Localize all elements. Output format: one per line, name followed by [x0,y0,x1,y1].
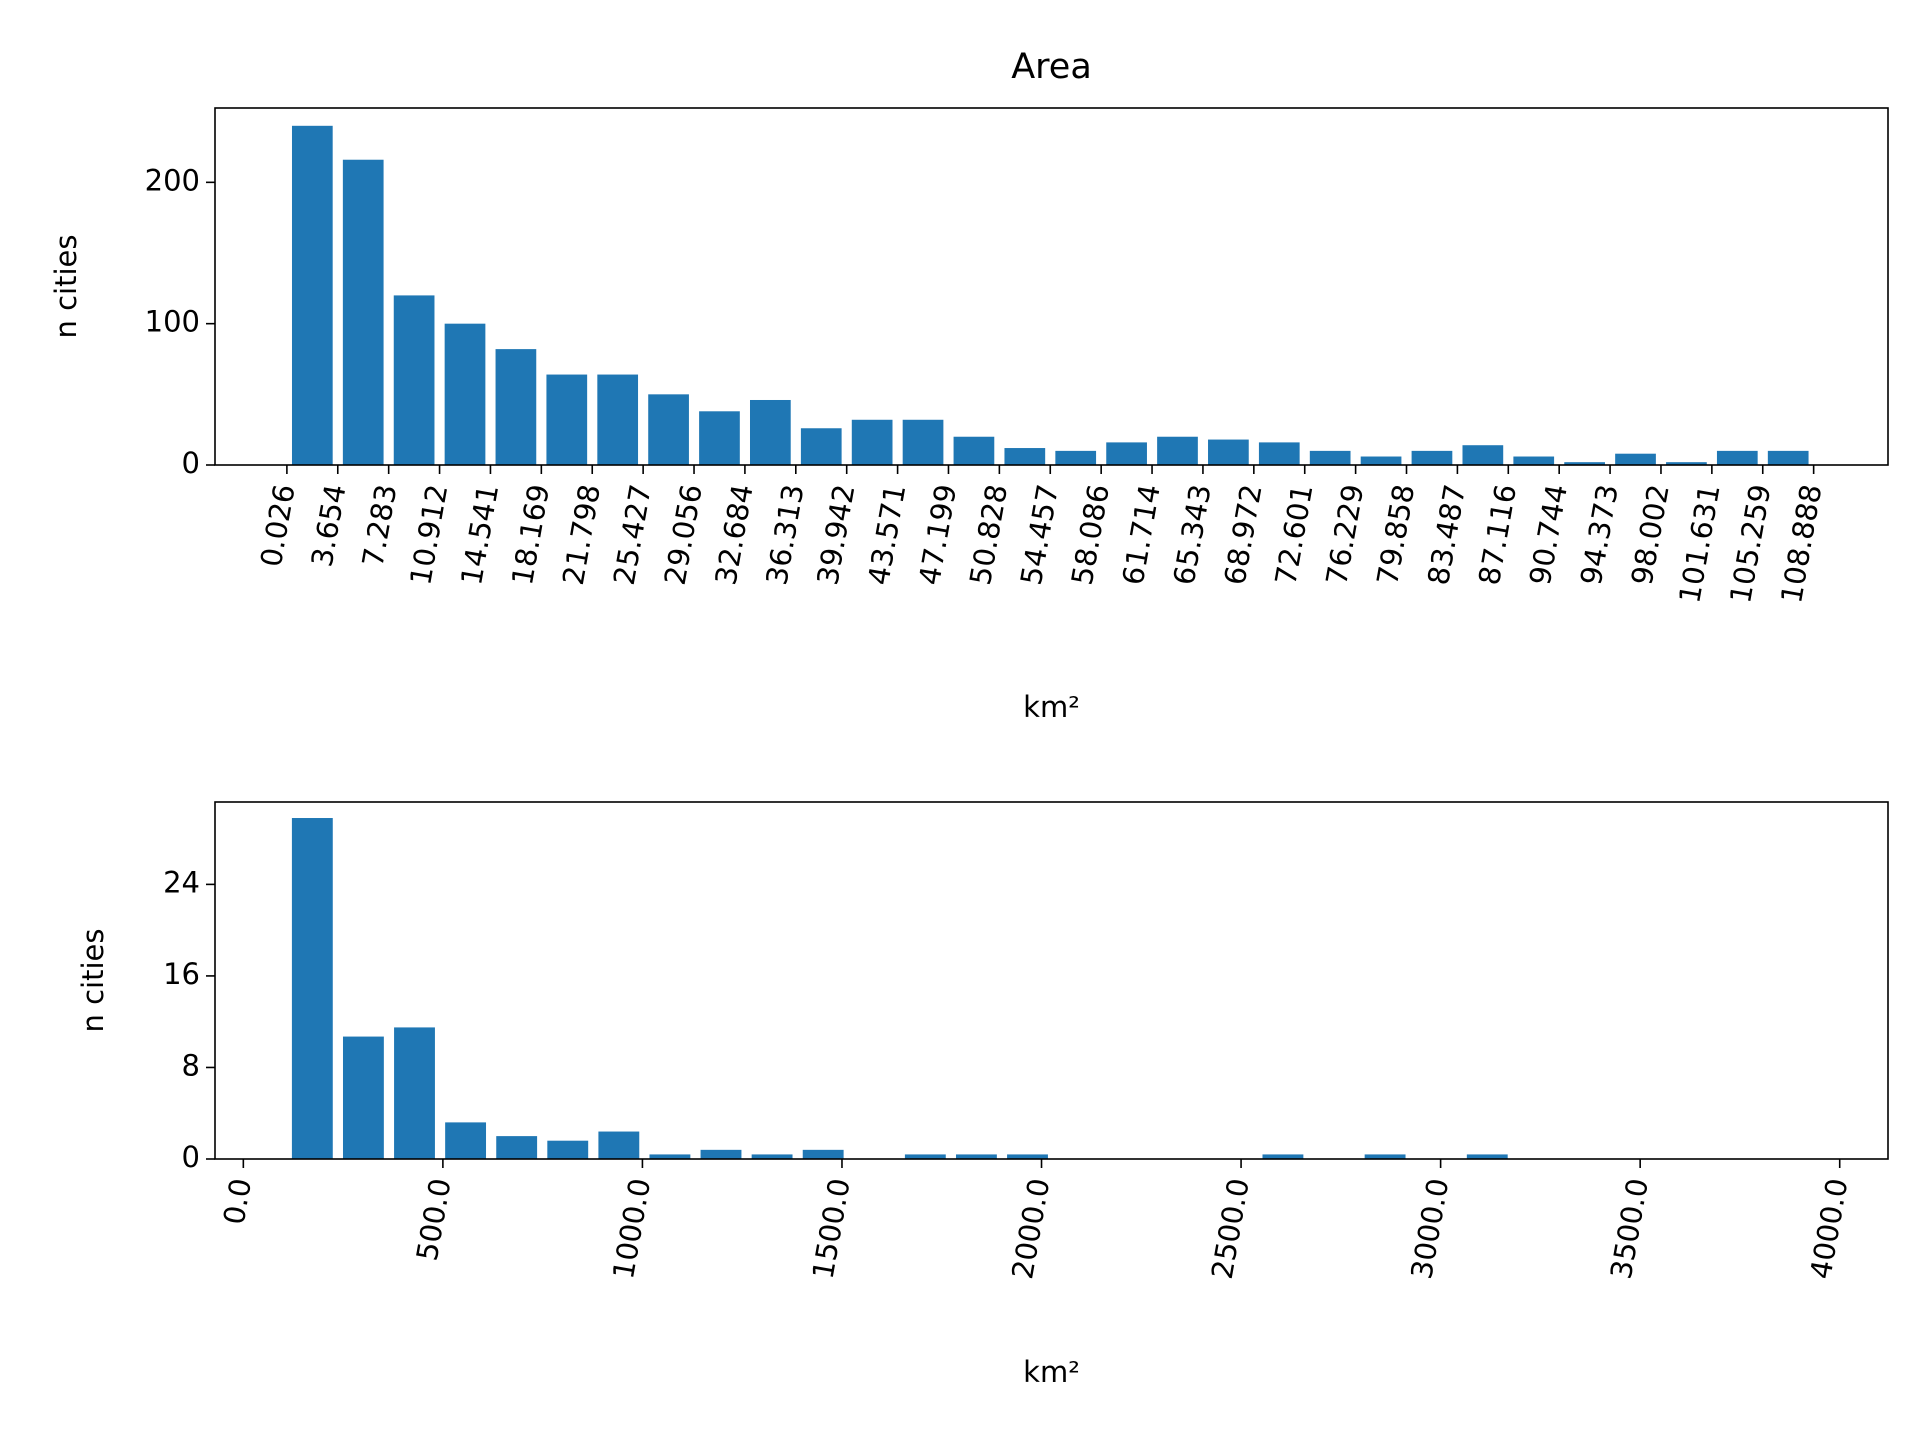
bar [547,1140,589,1159]
bar [546,374,588,465]
bar [291,125,333,465]
axes-frame [214,107,1889,466]
bar [291,818,333,1159]
bar [342,1036,384,1159]
bar [444,323,486,465]
axes-frame [214,801,1889,1160]
bar [496,1136,538,1159]
bar [1157,436,1198,465]
y-axis-label: n cities [49,235,83,339]
bar [800,428,842,465]
x-axis-label: km² [1023,1355,1080,1389]
x-tick-label: 0.0 [217,1176,258,1227]
bar [649,1154,691,1159]
bar [1055,450,1097,465]
bar [1262,1154,1304,1159]
bar [751,1154,793,1159]
y-tick-label: 0 [182,446,200,480]
bar [953,436,995,465]
bar [598,1131,640,1159]
bar [394,1027,435,1159]
bar [1007,1154,1048,1159]
y-tick-label: 8 [182,1048,200,1082]
bar [1462,445,1504,465]
bar [1360,456,1402,465]
y-tick-label: 200 [145,163,200,197]
bar [1615,453,1656,465]
bar [1466,1154,1508,1159]
bar [902,419,944,465]
x-axis-label: km² [1023,690,1080,724]
bar [1716,450,1758,465]
bar [1208,439,1249,465]
y-tick-label: 100 [145,305,200,339]
bar [393,295,435,465]
y-tick-label: 24 [163,865,200,899]
bar [749,399,791,465]
y-axis-label: n cities [76,929,110,1033]
bar [700,1149,742,1159]
bar [495,349,537,465]
bar [1411,450,1453,465]
bar [1666,462,1707,465]
chart-title: Area [1011,47,1092,87]
bar [1513,456,1555,465]
bar [1364,1154,1406,1159]
bar [802,1149,844,1159]
y-tick-label: 0 [182,1140,200,1174]
bar [1767,450,1809,465]
bar [1309,450,1351,465]
bar [648,394,689,465]
bar [1106,442,1147,465]
bar [445,1122,487,1159]
bar [699,411,740,465]
bar [1564,462,1605,465]
bar [904,1154,946,1159]
bar [342,159,384,465]
bar [851,419,893,465]
bar [1258,442,1300,465]
y-tick-label: 16 [163,957,200,991]
bar [1004,448,1046,465]
bar [955,1154,997,1159]
bar [597,374,639,465]
